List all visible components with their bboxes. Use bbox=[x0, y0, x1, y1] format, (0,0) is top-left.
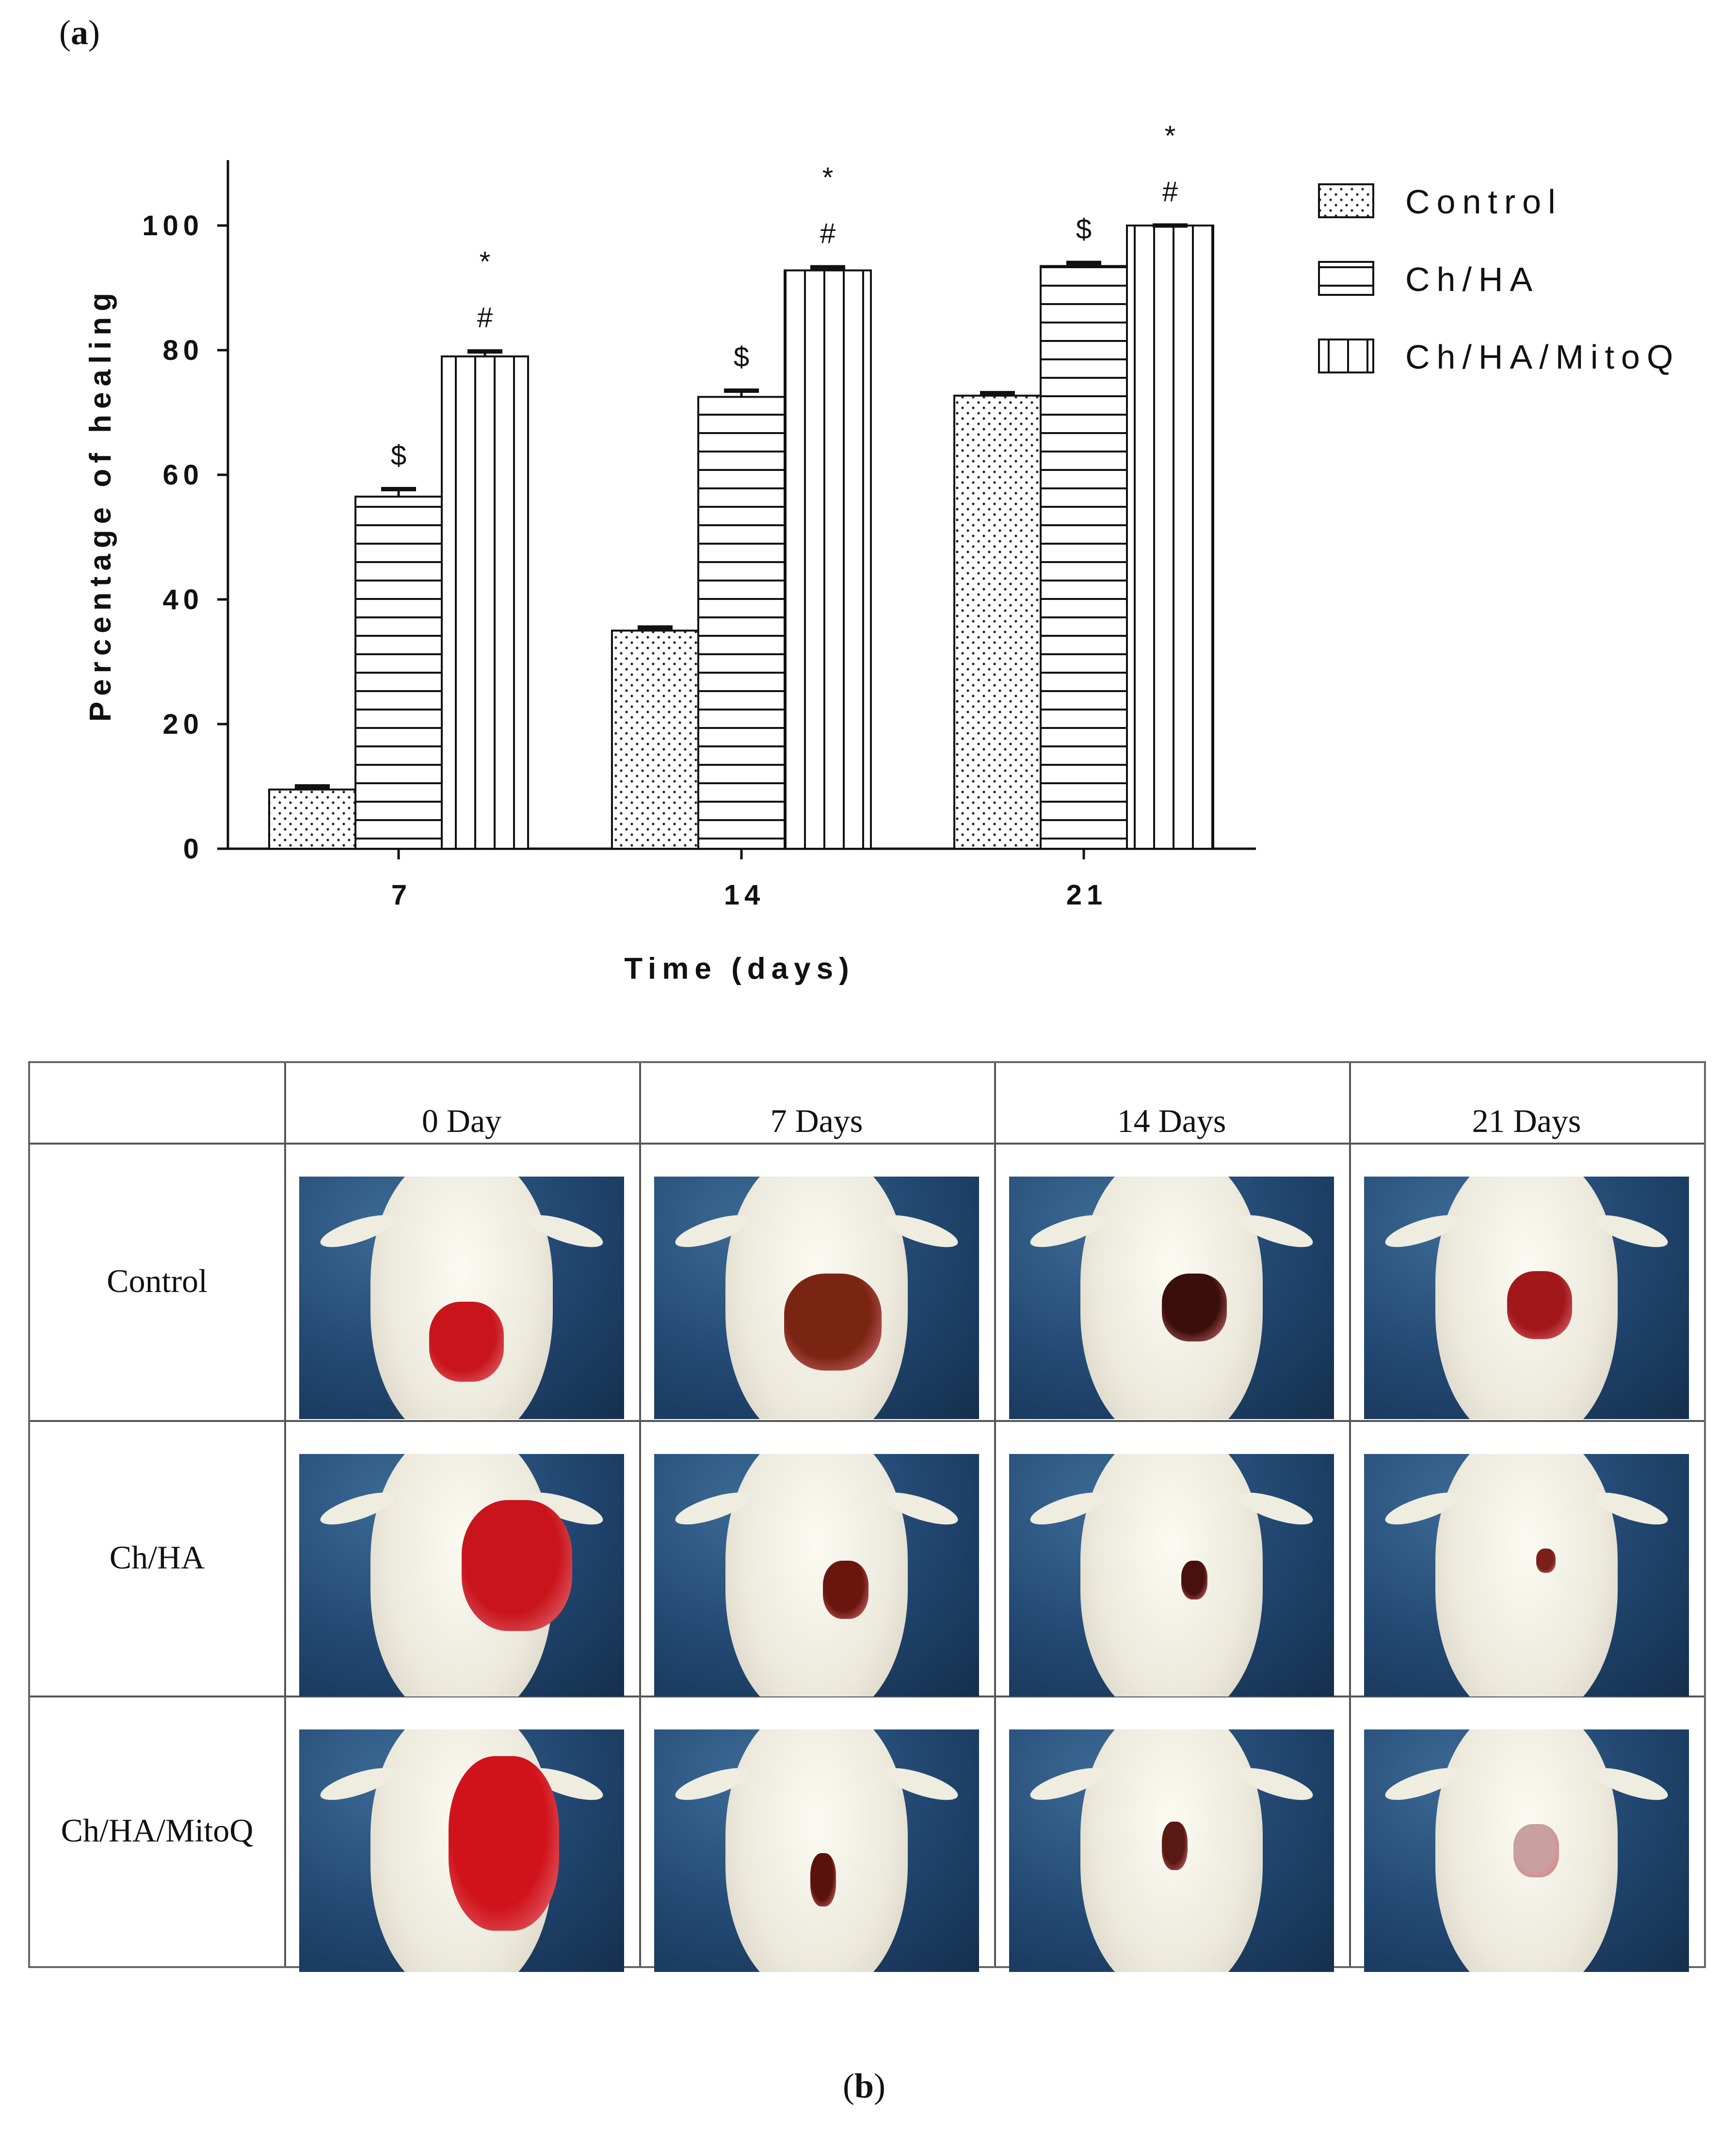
photo-body bbox=[725, 1729, 908, 1972]
table-column-divider bbox=[1349, 1063, 1351, 1966]
y-tick-label: 100 bbox=[142, 210, 204, 242]
table-column-divider bbox=[639, 1063, 641, 1966]
row-header: Ch/HA bbox=[109, 1539, 205, 1576]
bar-control-day-21 bbox=[953, 394, 1042, 850]
significance-mark: * bbox=[1165, 120, 1176, 152]
wound-area bbox=[1161, 1822, 1188, 1870]
x-axis-title: Time (days) bbox=[624, 952, 854, 985]
wound-area bbox=[462, 1500, 572, 1631]
wound-photo bbox=[654, 1177, 979, 1419]
wound-area bbox=[1513, 1824, 1559, 1877]
wound-photo bbox=[1009, 1454, 1334, 1696]
significance-mark: $ bbox=[1076, 213, 1092, 245]
table-row-divider bbox=[30, 1143, 1704, 1145]
wound-area bbox=[784, 1274, 882, 1371]
wound-photo bbox=[1009, 1177, 1334, 1419]
wound-photo bbox=[299, 1454, 624, 1696]
column-header: 21 Days bbox=[1472, 1102, 1581, 1139]
column-header: 0 Day bbox=[421, 1102, 502, 1139]
significance-mark: * bbox=[480, 246, 491, 278]
bar-ch-ha-mitoq-day-7 bbox=[441, 355, 529, 850]
y-ticks: 0 20 40 60 80 100 bbox=[142, 210, 228, 865]
wound-photo bbox=[1009, 1729, 1334, 1972]
wound-area bbox=[1161, 1274, 1227, 1341]
legend-swatch bbox=[1318, 183, 1374, 218]
legend-swatch bbox=[1318, 261, 1374, 296]
bar-ch-ha-day-7 bbox=[354, 495, 443, 850]
legend-swatch bbox=[1318, 339, 1374, 373]
photo-body bbox=[1080, 1454, 1263, 1696]
significance-mark: $ bbox=[391, 440, 406, 471]
y-tick-label: 80 bbox=[162, 335, 204, 366]
table-column-divider bbox=[284, 1063, 286, 1966]
column-header: 14 Days bbox=[1117, 1102, 1226, 1139]
column-header: 7 Days bbox=[770, 1102, 863, 1139]
significance-mark: * bbox=[822, 162, 834, 194]
photo-body bbox=[1435, 1454, 1618, 1696]
wound-area bbox=[449, 1756, 559, 1931]
bar-ch-ha-day-14 bbox=[697, 396, 786, 850]
wound-area bbox=[810, 1853, 836, 1906]
significance-mark: # bbox=[820, 218, 836, 249]
x-tick-label: 7 bbox=[391, 879, 412, 911]
bar-ch-ha-mitoq-day-21 bbox=[1126, 225, 1214, 850]
y-tick-label: 0 bbox=[183, 833, 204, 865]
legend-label: Ch/HA/MitoQ bbox=[1405, 338, 1680, 376]
y-tick-label: 60 bbox=[162, 459, 204, 491]
y-axis-title: Percentage of healing bbox=[84, 287, 117, 722]
wound-area bbox=[429, 1301, 504, 1382]
legend-label: Control bbox=[1405, 183, 1562, 221]
panel-b-label: (b) bbox=[843, 2067, 886, 2105]
wound-photo bbox=[299, 1729, 624, 1972]
bar-control-day-7 bbox=[268, 788, 356, 850]
y-tick-label: 20 bbox=[162, 709, 204, 740]
table-row-divider bbox=[30, 1696, 1704, 1697]
bar-ch-ha-day-21 bbox=[1040, 265, 1128, 850]
significance-mark: # bbox=[1162, 176, 1178, 208]
bars bbox=[268, 223, 1214, 850]
wound-area bbox=[1536, 1549, 1556, 1573]
significance-mark: $ bbox=[734, 341, 749, 373]
annotations: $ # * $ # * $ # * bbox=[391, 120, 1178, 471]
wound-photo bbox=[299, 1177, 624, 1419]
table-row-divider bbox=[30, 1420, 1704, 1422]
legend: Control Ch/HA Ch/HA/MitoQ bbox=[1318, 183, 1680, 376]
wound-photo bbox=[654, 1454, 979, 1696]
bar-chart: 0 20 40 60 80 100 7 14 21 $ # * $ # * $ # * Percentage … bbox=[84, 120, 1680, 985]
x-tick-label: 14 bbox=[724, 879, 765, 911]
photo-table: 0 Day 7 Days 14 Days 21 Days Control Ch/HA Ch/… bbox=[28, 1061, 1706, 1972]
wound-area bbox=[823, 1561, 869, 1619]
wound-photo bbox=[1364, 1454, 1689, 1696]
x-ticks: 7 14 21 bbox=[391, 849, 1108, 911]
y-tick-label: 40 bbox=[162, 584, 204, 615]
wound-area bbox=[1507, 1271, 1572, 1339]
panel-a-label: (a) bbox=[59, 13, 100, 52]
wound-photo bbox=[1364, 1177, 1689, 1419]
row-header: Control bbox=[107, 1262, 208, 1299]
row-header: Ch/HA/MitoQ bbox=[61, 1812, 254, 1849]
bar-control-day-14 bbox=[611, 630, 699, 850]
wound-photo bbox=[654, 1729, 979, 1972]
wound-photo bbox=[1364, 1729, 1689, 1972]
wound-area bbox=[1181, 1561, 1207, 1599]
photo-body bbox=[725, 1454, 908, 1696]
x-tick-label: 21 bbox=[1066, 879, 1108, 911]
legend-label: Ch/HA bbox=[1405, 260, 1539, 298]
table-column-divider bbox=[994, 1063, 996, 1966]
bar-ch-ha-mitoq-day-14 bbox=[784, 269, 872, 850]
photo-body bbox=[370, 1177, 553, 1419]
significance-mark: # bbox=[477, 302, 493, 334]
